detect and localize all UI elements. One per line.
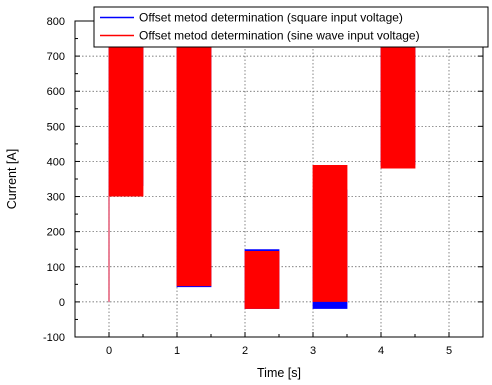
y-tick-label: 200 [47,227,65,239]
y-tick-label: 100 [47,262,65,274]
y-tick-label: 700 [47,51,65,63]
label-layer: 0 1 2 3 4 5 -100 0 100 200 300 400 500 600 700 800 [43,16,452,357]
y-tick-label: 300 [47,192,65,204]
x-tick-label: 5 [446,345,452,357]
y-tick-label: -100 [43,332,65,344]
y-tick-label: 500 [47,121,65,133]
x-tick-label: 1 [174,345,180,357]
series-line-sine [108,45,449,309]
x-tick-label: 0 [106,345,112,357]
legend-label-square: Offset metod determination (square input… [139,11,403,25]
x-tick-label: 3 [310,345,316,357]
y-tick-label: 400 [47,156,65,168]
legend-box [93,6,489,48]
x-tick-label: 4 [378,345,384,357]
y-tick-label: 800 [47,16,65,28]
y-tick-label: 0 [59,297,65,309]
x-axis-title: Time [s] [257,366,301,380]
y-tick-label: 600 [47,86,65,98]
x-tick-label: 2 [242,345,248,357]
legend-label-sine: Offset metod determination (sine wave in… [139,29,420,43]
series-layer [108,45,449,309]
y-axis-title: Current [A] [5,149,19,209]
legend: Offset metod determination (square input… [93,6,489,48]
